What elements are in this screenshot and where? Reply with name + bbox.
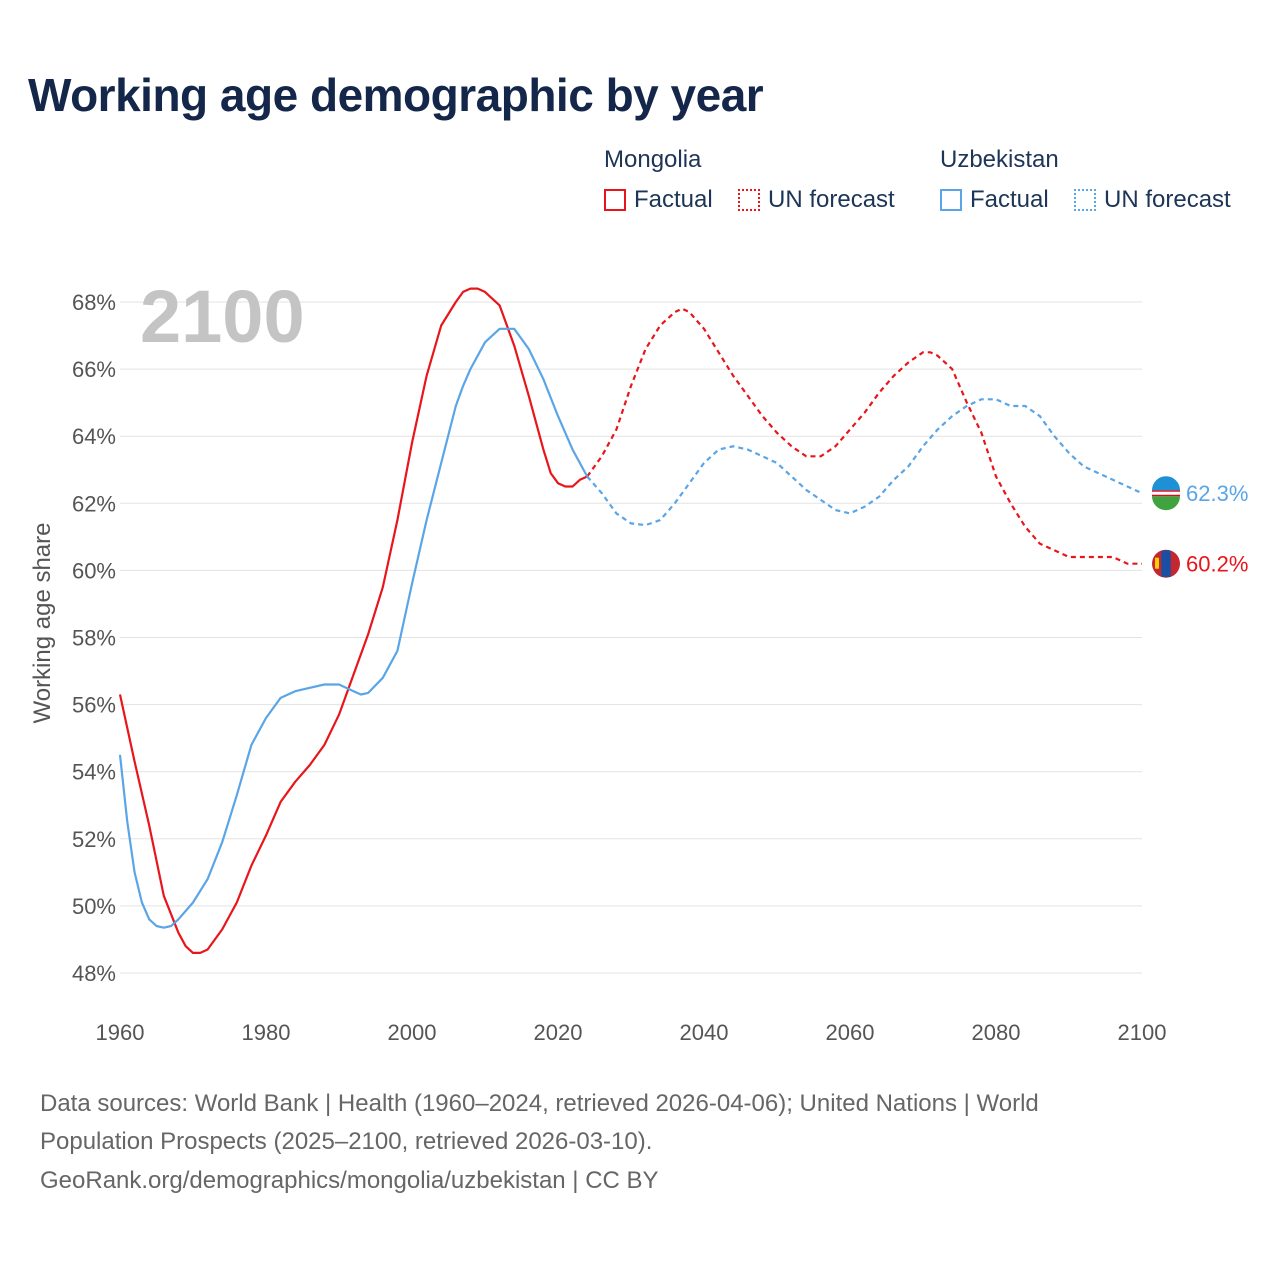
uzbekistan-forecast-line <box>586 398 1143 527</box>
legend-country-mongolia: Mongolia <box>604 146 702 173</box>
mongolia-end-value-label: 60.2% <box>1186 552 1248 577</box>
x-tick-label: 2020 <box>534 1020 583 1045</box>
legend-dotted-swatch-icon <box>738 189 760 211</box>
footer-sources-line-1: Data sources: World Bank | Health (1960–… <box>40 1090 1039 1117</box>
flag-soyombo <box>1155 557 1159 569</box>
y-axis-label: Working age share <box>29 523 56 724</box>
line-chart: 2100 48% 50% 52% 54% 56% 58% 60% 62% 64% 66% 68% 1… <box>29 275 1248 1045</box>
legend-mongolia-forecast[interactable]: UN forecast <box>738 186 895 214</box>
end-markers: 60.2% 62.3% <box>1151 476 1248 578</box>
mongolia-flag-icon <box>1152 549 1180 578</box>
x-tick-label: 2060 <box>826 1020 875 1045</box>
legend-uzbekistan-factual-label: Factual <box>970 186 1049 213</box>
legend-solid-swatch-icon <box>604 189 626 211</box>
y-tick-label: 68% <box>72 290 116 315</box>
x-tick-label: 2000 <box>388 1020 437 1045</box>
chart-title: Working age demographic by year <box>28 69 764 121</box>
y-tick-label: 66% <box>72 357 116 382</box>
mongolia-factual-line <box>118 287 588 954</box>
legend-solid-swatch-icon <box>940 189 962 211</box>
x-tick-label: 2080 <box>972 1020 1021 1045</box>
y-tick-label: 54% <box>72 760 116 785</box>
uzbekistan-flag-icon <box>1151 476 1181 511</box>
uzbekistan-end-value-label: 62.3% <box>1186 481 1248 506</box>
flag-red-stripe <box>1152 490 1180 492</box>
legend-dotted-swatch-icon <box>1074 189 1096 211</box>
y-tick-label: 60% <box>72 558 116 583</box>
y-tick-label: 52% <box>72 827 116 852</box>
y-tick-label: 62% <box>72 491 116 516</box>
gridlines <box>120 301 1142 974</box>
y-axis-ticks: 48% 50% 52% 54% 56% 58% 60% 62% 64% 66% 68% <box>72 290 116 986</box>
uzbekistan-factual-line <box>118 327 589 929</box>
y-tick-label: 48% <box>72 961 116 986</box>
mongolia-forecast-line <box>586 307 1142 565</box>
x-tick-label: 2100 <box>1118 1020 1167 1045</box>
flag-blue-band <box>1152 476 1181 491</box>
y-tick-label: 64% <box>72 424 116 449</box>
x-axis-ticks: 1960 1980 2000 2020 2040 2060 2080 2100 <box>96 1020 1167 1045</box>
flag-blue-band <box>1161 550 1171 577</box>
footer-sources-line-2: Population Prospects (2025–2100, retriev… <box>40 1128 653 1155</box>
series-lines <box>118 287 1143 954</box>
flag-red-stripe <box>1152 494 1180 497</box>
legend-uzbekistan-factual[interactable]: Factual <box>940 186 1049 214</box>
y-tick-label: 56% <box>72 693 116 718</box>
y-tick-label: 50% <box>72 894 116 919</box>
x-tick-label: 2040 <box>680 1020 729 1045</box>
x-tick-label: 1980 <box>242 1020 291 1045</box>
legend-country-uzbekistan: Uzbekistan <box>940 146 1059 173</box>
legend-mongolia-factual[interactable]: Factual <box>604 186 713 214</box>
legend-uzbekistan-forecast-label: UN forecast <box>1104 186 1231 213</box>
legend-mongolia-forecast-label: UN forecast <box>768 186 895 213</box>
footer-attribution-link[interactable]: GeoRank.org/demographics/mongolia/uzbeki… <box>40 1167 659 1194</box>
flag-green-band <box>1152 496 1181 511</box>
year-watermark: 2100 <box>140 275 305 358</box>
y-tick-label: 58% <box>72 626 116 651</box>
legend-uzbekistan-forecast[interactable]: UN forecast <box>1074 186 1231 214</box>
x-tick-label: 1960 <box>96 1020 145 1045</box>
legend-mongolia-factual-label: Factual <box>634 186 713 213</box>
